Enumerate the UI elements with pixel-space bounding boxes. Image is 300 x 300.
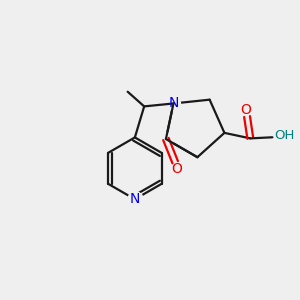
Text: OH: OH <box>274 129 295 142</box>
Text: N: N <box>130 192 140 206</box>
Text: O: O <box>240 103 251 117</box>
Text: O: O <box>171 162 182 176</box>
Text: N: N <box>168 97 179 110</box>
